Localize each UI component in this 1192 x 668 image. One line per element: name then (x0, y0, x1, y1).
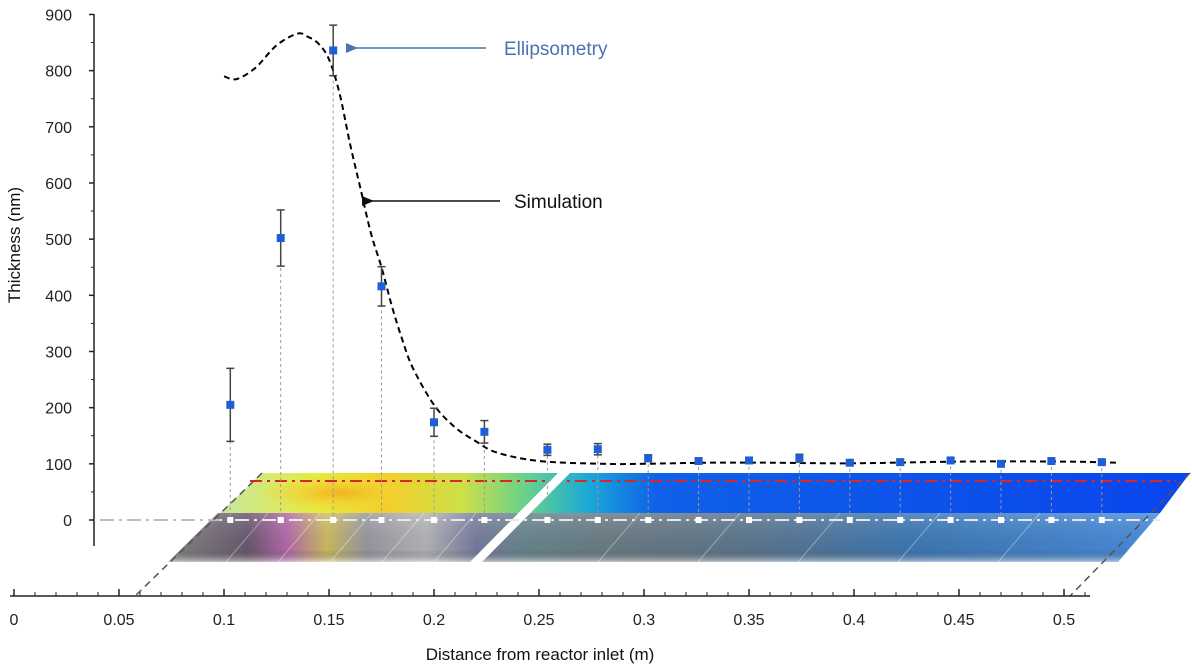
y-tick-label: 900 (45, 7, 72, 24)
ellipsometry-label: Ellipsometry (504, 39, 608, 60)
data-point (896, 458, 904, 466)
y-tick-label: 100 (45, 457, 72, 474)
ellipsometry-annotation: Ellipsometry (356, 39, 608, 60)
data-point (378, 282, 386, 290)
zero-marker (1048, 517, 1054, 523)
ellipsometry-points (226, 46, 1106, 467)
zero-marker (481, 517, 487, 523)
zero-marker (746, 517, 752, 523)
data-point (1047, 457, 1055, 465)
data-point (947, 456, 955, 464)
data-point (226, 401, 234, 409)
data-point (695, 457, 703, 465)
zero-marker (897, 517, 903, 523)
data-point (329, 46, 337, 54)
point-drop-lines (230, 50, 1102, 520)
y-tick-label: 600 (45, 176, 72, 193)
y-tick-label: 300 (45, 344, 72, 361)
zero-marker (645, 517, 651, 523)
zero-marker (696, 517, 702, 523)
x-tick-label: 0.15 (313, 612, 344, 629)
data-point (543, 446, 551, 454)
x-tick-label: 0.1 (213, 612, 235, 629)
x-tick-label: 0.45 (943, 612, 974, 629)
x-axis-title: Distance from reactor inlet (m) (426, 645, 655, 664)
zero-marker (278, 517, 284, 523)
y-tick-label: 500 (45, 232, 72, 249)
y-axis-title: Thickness (nm) (5, 187, 24, 303)
x-tick-label: 0.4 (843, 612, 865, 629)
x-axis-ticks: 0 0.05 0.1 0.15 0.2 0.25 0.3 0.35 0.4 0.45 0.5 (10, 589, 1085, 629)
zero-marker (595, 517, 601, 523)
data-point (846, 459, 854, 467)
simulation-curve (224, 33, 1117, 464)
x-tick-label: 0.05 (103, 612, 134, 629)
data-point (1098, 458, 1106, 466)
data-point (795, 454, 803, 462)
x-tick-label: 0.2 (423, 612, 445, 629)
data-point (644, 454, 652, 462)
zero-marker (847, 517, 853, 523)
y-axis-ticks: 0 100 200 300 400 500 600 700 800 900 (45, 7, 94, 530)
zero-marker (330, 517, 336, 523)
zero-marker (796, 517, 802, 523)
error-bars (226, 25, 1106, 466)
simulation-label: Simulation (514, 192, 603, 213)
zero-marker (544, 517, 550, 523)
zero-marker (998, 517, 1004, 523)
data-point (745, 456, 753, 464)
x-tick-label: 0.25 (523, 612, 554, 629)
substrate-illustration (100, 473, 1190, 596)
x-tick-label: 0.5 (1053, 612, 1075, 629)
zero-marker (948, 517, 954, 523)
zero-marker (379, 517, 385, 523)
simulation-annotation: Simulation (372, 192, 603, 213)
data-point (430, 418, 438, 426)
zero-marker (1099, 517, 1105, 523)
zero-marker (431, 517, 437, 523)
y-tick-label: 800 (45, 64, 72, 81)
y-tick-label: 200 (45, 401, 72, 418)
y-tick-label: 700 (45, 120, 72, 137)
y-tick-label: 0 (63, 513, 72, 530)
x-tick-label: 0.3 (633, 612, 655, 629)
zero-marker (227, 517, 233, 523)
axes: 0 100 200 300 400 500 600 700 800 900 0 0.05 0.1 0.1… (5, 7, 1090, 664)
x-tick-label: 0 (10, 612, 19, 629)
data-point (997, 460, 1005, 468)
data-point (594, 445, 602, 453)
data-point (277, 234, 285, 242)
x-tick-label: 0.35 (733, 612, 764, 629)
data-point (480, 428, 488, 436)
y-tick-label: 400 (45, 288, 72, 305)
